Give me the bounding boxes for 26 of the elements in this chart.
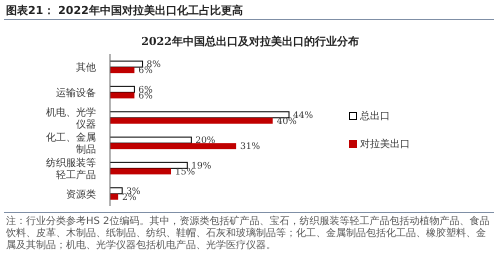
text: 注：行业分类参考HS 2位编码。其中，资源类包括矿产品、宝石，纺织服装等轻工产品包括动植物产品、食品饮料、皮革、木制品、纸制品、纺织、鞋帽、石灰和玻璃制品等；化工、金属制品包括化工品、橡胶塑料、金属及其制品；机电、光学仪器包括机电产品、光学医疗仪器。	[6, 216, 490, 252]
bar	[110, 143, 236, 150]
chart-subtitle: 图表21： 2022年中国对拉美出口化工占比更高	[6, 3, 243, 18]
legend-label: 对拉美出口	[360, 138, 410, 151]
legend-label: 总出口	[360, 110, 390, 123]
data-label: 6%	[138, 91, 154, 102]
y-tick-label: 纺织服装等轻工产品	[46, 157, 96, 181]
bar	[110, 60, 144, 68]
y-tick-label: 机电、光学仪器	[46, 106, 96, 130]
bar	[110, 162, 188, 169]
data-label: 31%	[240, 142, 261, 152]
bar	[110, 136, 192, 144]
bar	[110, 168, 172, 174]
bar	[110, 92, 134, 98]
y-tick-label: 化工、金属制品	[46, 132, 96, 156]
y-tick-label: 其他	[76, 62, 96, 74]
y-tick-label: 运输设备	[56, 87, 96, 99]
bar	[110, 118, 273, 124]
chart-title: 2022年中国总出口及对拉美出口的行业分布	[140, 34, 360, 49]
bar	[110, 111, 290, 118]
bar	[110, 67, 134, 74]
y-tick-label: 资源类	[66, 188, 96, 200]
data-label: 2%	[122, 192, 137, 203]
bar	[110, 86, 135, 93]
data-label: 6%	[138, 66, 154, 76]
bar	[110, 194, 118, 200]
